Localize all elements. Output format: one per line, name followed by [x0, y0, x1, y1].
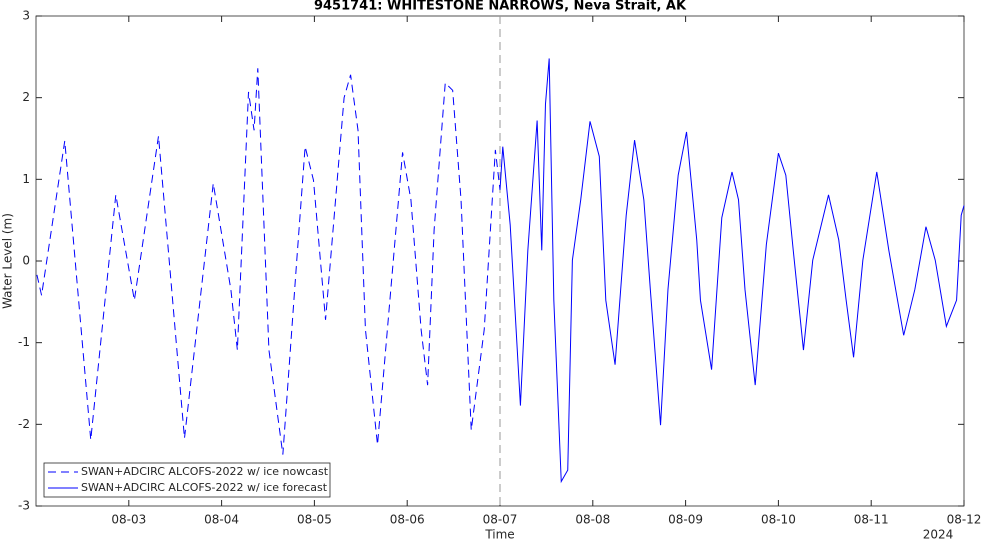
legend-label: SWAN+ADCIRC ALCOFS-2022 w/ ice nowcast — [81, 465, 329, 478]
x-tick-label: 08-12 — [947, 513, 982, 527]
x-tick-label: 08-04 — [204, 513, 239, 527]
legend-box — [43, 462, 331, 498]
y-tick-label: 2 — [22, 90, 30, 104]
chart-title: 9451741: WHITESTONE NARROWS, Neva Strait… — [314, 0, 687, 14]
x-tick-label: 08-07 — [483, 513, 518, 527]
x-axis-label: Time — [484, 528, 514, 541]
y-tick-label: 1 — [22, 172, 30, 186]
y-axis-label: Water Level (m) — [1, 213, 15, 309]
y-tick-label: 0 — [22, 254, 30, 268]
y-tick-label: -2 — [18, 417, 30, 431]
x-tick-label: 08-05 — [297, 513, 332, 527]
y-tick-label: -1 — [18, 335, 30, 349]
x-tick-label: 08-10 — [761, 513, 796, 527]
x-tick-label: 08-11 — [854, 513, 889, 527]
y-tick-label: -3 — [18, 499, 30, 513]
x-tick-label: 08-06 — [390, 513, 425, 527]
x-tick-label: 08-09 — [668, 513, 703, 527]
year-label: 2024 — [923, 528, 954, 541]
y-tick-label: 3 — [22, 9, 30, 23]
x-tick-label: 08-03 — [111, 513, 146, 527]
series-line — [499, 58, 965, 484]
legend-label: SWAN+ADCIRC ALCOFS-2022 w/ ice forecast — [81, 481, 328, 494]
series-line — [36, 68, 501, 455]
x-tick-label: 08-08 — [575, 513, 610, 527]
